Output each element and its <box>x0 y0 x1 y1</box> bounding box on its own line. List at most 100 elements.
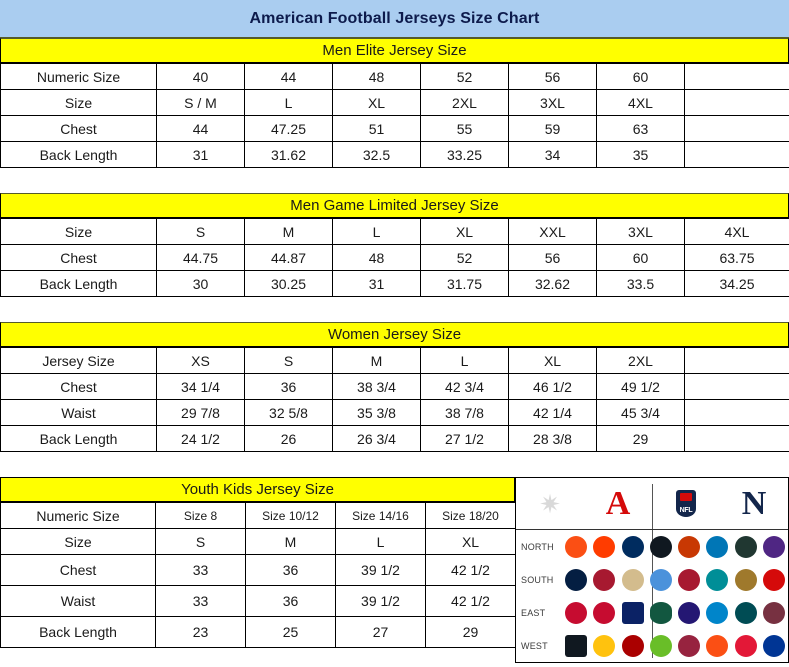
cell: 44.87 <box>244 244 333 271</box>
team-logo-raiders <box>565 634 588 657</box>
table-row: Back Length 31 31.62 32.5 33.25 34 35 <box>0 141 789 168</box>
section-banner-label: Youth Kids Jersey Size <box>181 481 334 498</box>
afc-team-logos <box>562 568 675 591</box>
row-label: Chest <box>0 373 157 400</box>
team-logo-bills <box>565 601 588 624</box>
team-logo-packers <box>734 535 757 558</box>
table-row: Back Length 23 25 27 29 <box>0 616 516 648</box>
nfc-logo-icon: N <box>741 484 767 522</box>
cell: 32.5 <box>332 141 421 168</box>
division-row-north: NORTH <box>516 530 788 563</box>
cell: 55 <box>420 115 509 142</box>
cell: 28 3/8 <box>508 425 597 452</box>
bottom-composite: Youth Kids Jersey Size Numeric Size Size… <box>0 477 789 663</box>
conference-divider <box>652 484 653 529</box>
team-logo-bengals <box>565 535 588 558</box>
cell: 33 <box>155 554 246 586</box>
team-logo-giants <box>621 601 644 624</box>
cell: 4XL <box>684 218 789 245</box>
team-logo-ravens <box>678 601 701 624</box>
cell-empty <box>684 115 789 142</box>
nfl-shield-icon: NFL <box>676 490 696 517</box>
starburst-slot: ✷ <box>516 491 584 517</box>
cell: 36 <box>244 373 333 400</box>
cell: 32.62 <box>508 270 597 297</box>
afc-team-logos <box>562 634 675 657</box>
team-logo-cardinals <box>678 634 701 657</box>
table-row: Chest 44.75 44.87 48 52 56 60 63.75 <box>0 244 789 271</box>
cell: 44 <box>156 115 245 142</box>
afc-logo-icon: A <box>605 484 631 522</box>
cell: 31 <box>156 141 245 168</box>
nfc-team-logos <box>675 535 788 558</box>
team-logo-cowboys <box>565 568 588 591</box>
cell: 29 7/8 <box>156 399 245 426</box>
team-logo-jets <box>649 601 672 624</box>
starburst-icon: ✷ <box>539 488 561 519</box>
cell: 33.5 <box>596 270 685 297</box>
row-label: Waist <box>0 399 157 426</box>
afc-slot: A <box>584 484 652 522</box>
cell: 56 <box>508 63 597 90</box>
cell-empty <box>684 347 789 374</box>
row-label: Back Length <box>0 425 157 452</box>
row-label: Size <box>0 218 157 245</box>
cell: Size 10/12 <box>245 502 336 529</box>
cell: M <box>244 218 333 245</box>
cell: 27 1/2 <box>420 425 509 452</box>
team-logo-browns <box>593 535 616 558</box>
cell: XL <box>420 218 509 245</box>
cell: 4XL <box>596 89 685 116</box>
nfl-shield-slot: NFL <box>652 490 720 517</box>
cell: Size 8 <box>155 502 246 529</box>
cell: 46 1/2 <box>508 373 597 400</box>
cell: XL <box>425 528 516 555</box>
team-logo-titans <box>649 568 672 591</box>
cell: M <box>245 528 336 555</box>
cell: 49 1/2 <box>596 373 685 400</box>
team-logo-patriots <box>593 601 616 624</box>
cell: 30.25 <box>244 270 333 297</box>
row-label: Numeric Size <box>0 502 156 529</box>
cell-empty <box>684 89 789 116</box>
row-label: Waist <box>0 585 156 617</box>
table-row: Back Length 24 1/2 26 26 3/4 27 1/2 28 3… <box>0 425 789 452</box>
cell: S <box>155 528 246 555</box>
section-banner-label: Men Elite Jersey Size <box>322 42 467 59</box>
team-logo-redskins <box>762 601 785 624</box>
row-label: Size <box>0 89 157 116</box>
cell: 35 3/8 <box>332 399 421 426</box>
row-label: Jersey Size <box>0 347 157 374</box>
row-label: Back Length <box>0 616 156 648</box>
cell: 52 <box>420 244 509 271</box>
cell: 56 <box>508 244 597 271</box>
cell: L <box>420 347 509 374</box>
table-row: Chest 33 36 39 1/2 42 1/2 <box>0 554 516 586</box>
team-logo-jaguars <box>734 568 757 591</box>
division-label: WEST <box>521 640 548 651</box>
nfl-shield-label: NFL <box>679 507 693 514</box>
team-logo-chargers <box>593 634 616 657</box>
cell: 40 <box>156 63 245 90</box>
section-banner-men-elite: Men Elite Jersey Size <box>0 38 789 63</box>
cell: Size 18/20 <box>425 502 516 529</box>
cell-empty <box>684 373 789 400</box>
cell: M <box>332 347 421 374</box>
cell: XXL <box>508 218 597 245</box>
spacer <box>0 297 789 322</box>
division-label: SOUTH <box>521 574 554 585</box>
table-men-elite: Numeric Size 40 44 48 52 56 60 Size S / … <box>0 63 789 168</box>
nfc-team-logos <box>675 601 788 624</box>
cell-empty <box>684 399 789 426</box>
cell: 47.25 <box>244 115 333 142</box>
cell: 42 3/4 <box>420 373 509 400</box>
cell: XS <box>156 347 245 374</box>
cell: 25 <box>245 616 336 648</box>
cell: S / M <box>156 89 245 116</box>
cell: 45 3/4 <box>596 399 685 426</box>
page-title: American Football Jerseys Size Chart <box>249 9 540 27</box>
afc-team-logos <box>562 535 675 558</box>
team-logo-rams <box>762 634 785 657</box>
row-label: Chest <box>0 554 156 586</box>
row-label: Back Length <box>0 141 157 168</box>
